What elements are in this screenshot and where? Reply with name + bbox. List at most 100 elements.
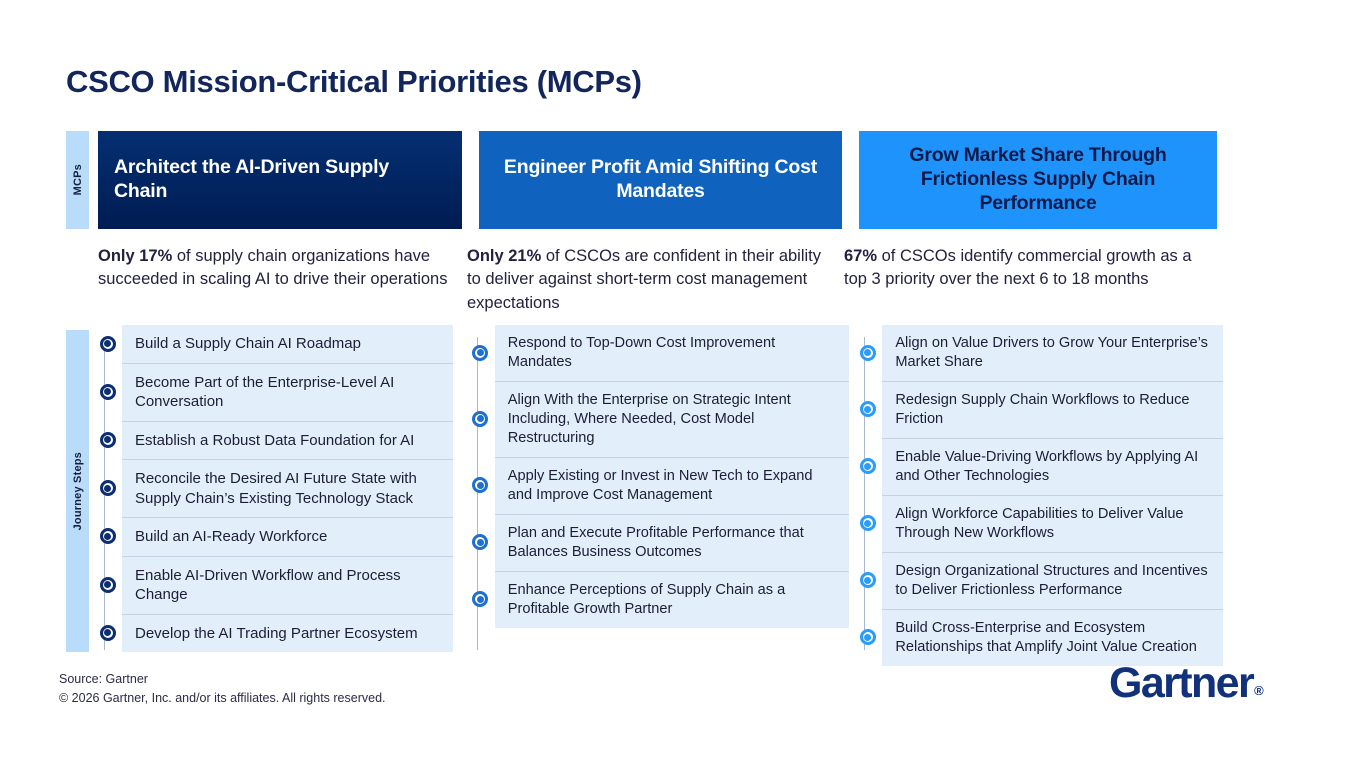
journey-step[interactable]: Enhance Perceptions of Supply Chain as a…: [466, 570, 850, 628]
journey-step[interactable]: Align Workforce Capabilities to Deliver …: [853, 494, 1223, 552]
journey-column-3: Align on Value Drivers to Grow Your Ente…: [853, 325, 1223, 666]
journey-step-marker-core: [864, 633, 872, 641]
journey-step-label: Establish a Robust Data Foundation for A…: [135, 431, 415, 449]
journey-step-body: Establish a Robust Data Foundation for A…: [122, 420, 453, 459]
rail-label-mcps: MCPs: [66, 131, 89, 229]
mcp-header-1[interactable]: Architect the AI-Driven Supply Chain: [98, 131, 462, 229]
journey-step-marker-icon: [99, 480, 116, 496]
journey-step-marker-icon: [99, 576, 116, 593]
journey-step[interactable]: Enable AI-Driven Workflow and Process Ch…: [93, 555, 453, 614]
journey-step-body: Enable AI-Driven Workflow and Process Ch…: [122, 555, 453, 614]
journey-step-body: Build a Supply Chain AI Roadmap: [122, 325, 453, 363]
journey-step-label: Build an AI-Ready Workforce: [135, 528, 328, 545]
journey-step-marker-icon: [99, 528, 116, 545]
journey-column-2: Respond to Top-Down Cost Improvement Man…: [466, 325, 850, 666]
journey-step-marker-icon: [472, 591, 489, 608]
journey-step-bullet-wrap: [466, 514, 495, 571]
journey-step-bullet-wrap: [93, 459, 122, 517]
mcp-header-2-title: Engineer Profit Amid Shifting Cost Manda…: [503, 156, 818, 202]
journey-step[interactable]: Reconcile the Desired AI Future State wi…: [93, 459, 453, 517]
journey-step[interactable]: Build a Supply Chain AI Roadmap: [93, 325, 453, 363]
journey-step-marker-core: [864, 405, 872, 413]
journey-step-body: Align Workforce Capabilities to Deliver …: [882, 494, 1223, 552]
journey-step-marker-icon: [472, 534, 489, 551]
journey-step-body: Align With the Enterprise on Strategic I…: [494, 380, 850, 457]
journey-step-marker-icon: [859, 515, 876, 532]
journey-step-marker-icon: [859, 629, 876, 646]
journey-step-bullet-wrap: [466, 381, 495, 457]
journey-step[interactable]: Build an AI-Ready Workforce: [93, 517, 453, 556]
journey-step-marker-core: [864, 349, 872, 357]
journey-step[interactable]: Build Cross-Enterprise and Ecosystem Rel…: [853, 608, 1223, 666]
journey-step-bullet-wrap: [466, 571, 495, 628]
stat-2-text: of CSCOs are confident in their ability …: [467, 247, 822, 312]
journey-step-body: Enhance Perceptions of Supply Chain as a…: [494, 570, 850, 628]
journey-step-marker-core: [104, 340, 111, 348]
journey-step-bullet-wrap: [853, 495, 882, 552]
journey-step[interactable]: Align With the Enterprise on Strategic I…: [466, 380, 850, 457]
mcp-header-3[interactable]: Grow Market Share Through Frictionless S…: [859, 131, 1217, 229]
journey-step-marker-icon: [859, 572, 876, 589]
journey-step-marker-core: [476, 349, 484, 357]
journey-step-marker-icon: [859, 401, 876, 418]
journey-step-bullet-wrap: [853, 438, 882, 495]
journey-step-marker-icon: [472, 477, 489, 494]
journey-step-body: Design Organizational Structures and Inc…: [882, 551, 1223, 609]
timeline-connector-3: [864, 337, 866, 650]
journey-step[interactable]: Plan and Execute Profitable Performance …: [466, 513, 850, 571]
journey-step-label: Build a Supply Chain AI Roadmap: [135, 335, 361, 352]
journey-step-marker-icon: [99, 335, 116, 352]
journey-step-label: Enable Value-Driving Workflows by Applyi…: [895, 448, 1199, 484]
journey-step-marker-icon: [859, 458, 876, 475]
registered-trademark-icon: ®: [1254, 683, 1264, 698]
journey-step-bullet-wrap: [93, 421, 122, 460]
journey-step[interactable]: Align on Value Drivers to Grow Your Ente…: [853, 325, 1223, 381]
journey-step-label: Reconcile the Desired AI Future State wi…: [135, 470, 417, 507]
journey-step-body: Apply Existing or Invest in New Tech to …: [494, 456, 850, 514]
journey-step-bullet-wrap: [93, 556, 122, 614]
journey-step-body: Reconcile the Desired AI Future State wi…: [122, 459, 453, 517]
mcp-header-1-title: Architect the AI-Driven Supply Chain: [114, 156, 389, 202]
journey-step-bullet-wrap: [93, 325, 122, 363]
journey-step-label: Plan and Execute Profitable Performance …: [507, 524, 804, 560]
journey-step-bullet-wrap: [853, 381, 882, 438]
journey-step[interactable]: Respond to Top-Down Cost Improvement Man…: [466, 325, 850, 381]
journey-step[interactable]: Develop the AI Trading Partner Ecosystem: [93, 613, 453, 652]
stat-2: Only 21% of CSCOs are confident in their…: [467, 245, 827, 315]
rail-label-mcps-text: MCPs: [71, 164, 84, 196]
journey-step-marker-icon: [472, 410, 489, 427]
journey-step-marker-icon: [99, 383, 116, 400]
journey-step-marker-icon: [859, 344, 876, 361]
journey-steps-list-3: Align on Value Drivers to Grow Your Ente…: [853, 325, 1223, 666]
journey-step[interactable]: Establish a Robust Data Foundation for A…: [93, 420, 453, 460]
journey-step[interactable]: Become Part of the Enterprise-Level AI C…: [93, 362, 453, 421]
journey-step-label: Enable AI-Driven Workflow and Process Ch…: [135, 566, 401, 604]
stat-3-value: 67%: [844, 247, 878, 265]
journey-step-marker-core: [104, 388, 111, 395]
journey-step-label: Design Organizational Structures and Inc…: [895, 562, 1208, 598]
journey-step-label: Develop the AI Trading Partner Ecosystem: [135, 624, 418, 642]
journey-step[interactable]: Redesign Supply Chain Workflows to Reduc…: [853, 380, 1223, 438]
journey-step-body: Redesign Supply Chain Workflows to Reduc…: [882, 380, 1223, 438]
journey-step-bullet-wrap: [853, 609, 882, 666]
journey-step-bullet-wrap: [93, 363, 122, 421]
journey-step-label: Enhance Perceptions of Supply Chain as a…: [507, 581, 786, 617]
footer-copyright: © 2026 Gartner, Inc. and/or its affiliat…: [59, 691, 386, 706]
journey-step-marker-core: [104, 484, 111, 492]
stat-band: Only 17% of supply chain organizations h…: [98, 245, 1217, 315]
journey-step[interactable]: Enable Value-Driving Workflows by Applyi…: [853, 437, 1223, 495]
journey-step-body: Develop the AI Trading Partner Ecosystem: [122, 613, 453, 652]
journey-step-body: Plan and Execute Profitable Performance …: [494, 513, 850, 571]
journey-step[interactable]: Apply Existing or Invest in New Tech to …: [466, 456, 850, 514]
journey-step-bullet-wrap: [93, 517, 122, 556]
journey-step-marker-core: [476, 481, 484, 489]
rail-label-journey-steps: Journey Steps: [66, 330, 89, 652]
journey-step-body: Become Part of the Enterprise-Level AI C…: [122, 362, 453, 421]
journey-step-bullet-wrap: [853, 325, 882, 381]
gartner-logo-text: Gartner: [1109, 659, 1255, 707]
journey-step-bullet-wrap: [853, 552, 882, 609]
journey-step[interactable]: Design Organizational Structures and Inc…: [853, 551, 1223, 609]
stat-1-value: Only 17%: [98, 247, 173, 265]
mcp-header-2[interactable]: Engineer Profit Amid Shifting Cost Manda…: [479, 131, 842, 229]
